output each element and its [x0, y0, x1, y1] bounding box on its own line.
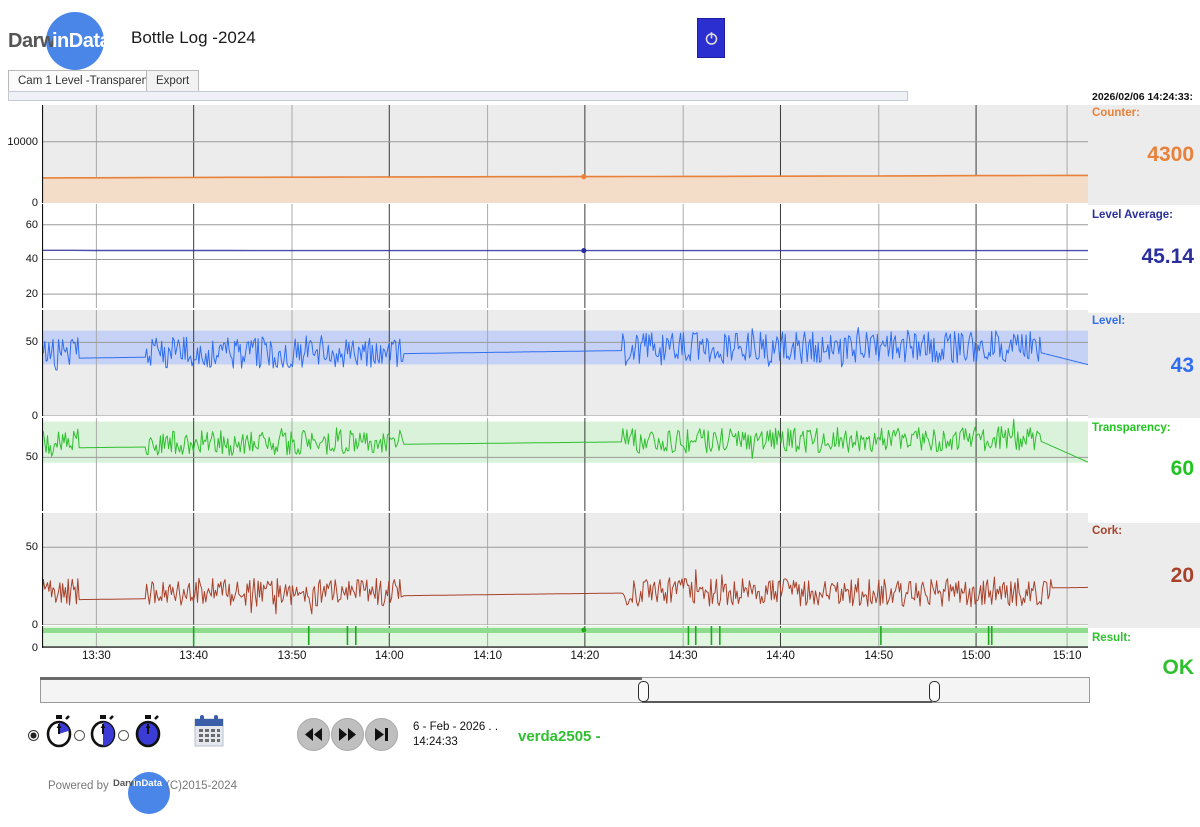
- app-header: Darw inData Bottle Log -2024: [0, 0, 1200, 68]
- radio-stopwatch-short[interactable]: [28, 730, 39, 741]
- slider-handle-end[interactable]: [929, 681, 940, 702]
- playback-toolbar: 6 - Feb - 2026 . . 14:24:33 verda2505 -: [0, 706, 1200, 766]
- stopwatch-medium-icon[interactable]: [88, 714, 118, 748]
- power-icon: [704, 30, 719, 46]
- y-tick-label: 40: [26, 253, 38, 265]
- time-range-slider[interactable]: [40, 677, 1090, 703]
- tab-bar: Cam 1 Level -Transparency Export: [8, 70, 908, 92]
- x-axis-labels: 13:30 13:40 13:50 14:00 14:10 14:20 14:30 14:40…: [42, 650, 1088, 670]
- rewind-button[interactable]: [297, 718, 330, 751]
- x-tick-label: 14:50: [864, 650, 893, 662]
- chart-panel-counter: 010000: [8, 105, 1088, 203]
- x-tick-label: 14:40: [766, 650, 795, 662]
- plot-area-level[interactable]: [42, 310, 1088, 416]
- copyright-label: (C)2015-2024: [166, 780, 237, 792]
- x-tick-label: 15:00: [962, 650, 991, 662]
- x-tick-label: 13:50: [278, 650, 307, 662]
- plot-area-cork[interactable]: [42, 513, 1088, 625]
- logo-text-left: Darw: [8, 30, 55, 53]
- plot-area-result[interactable]: [42, 626, 1088, 648]
- readout-timestamp: 2026/02/06 14:24:33:: [1092, 91, 1193, 103]
- y-tick-label: 50: [26, 336, 38, 348]
- readout-value: 4300: [1147, 143, 1194, 167]
- x-tick-label: 14:00: [375, 650, 404, 662]
- x-tick-label: 14:10: [473, 650, 502, 662]
- skip-to-end-button[interactable]: [365, 718, 398, 751]
- plot-area-level-average[interactable]: [42, 204, 1088, 308]
- y-tick-label: 0: [32, 642, 38, 654]
- readout-cork: Cork: 20: [1088, 523, 1200, 628]
- readout-value: OK: [1163, 656, 1195, 680]
- datetime-time: 14:24:33: [413, 735, 498, 750]
- fast-forward-button[interactable]: [331, 718, 364, 751]
- y-tick-label: 20: [26, 288, 38, 300]
- plot-area-counter[interactable]: [42, 105, 1088, 203]
- chart-panel-cork: 050: [8, 513, 1088, 625]
- readout-value: 43: [1171, 354, 1194, 378]
- y-tick-label: 60: [26, 219, 38, 231]
- readout-column: 2026/02/06 14:24:33: Counter:4300Level A…: [1088, 105, 1200, 665]
- plot-area-transparency[interactable]: [42, 418, 1088, 511]
- tab-export[interactable]: Export: [146, 70, 199, 91]
- page-title: Bottle Log -2024: [131, 28, 256, 48]
- y-tick-label: 50: [26, 541, 38, 553]
- datetime-date: 6 - Feb - 2026 . .: [413, 720, 498, 735]
- radio-stopwatch-long[interactable]: [118, 730, 129, 741]
- readout-value: 20: [1171, 564, 1194, 588]
- y-tick-label: 50: [26, 451, 38, 463]
- slider-selected-top: [40, 677, 642, 680]
- skip-end-icon: [373, 727, 390, 742]
- station-label: verda2505 -: [518, 728, 601, 745]
- readout-label: Cork:: [1092, 525, 1122, 537]
- y-axis-result: 0: [8, 626, 42, 648]
- logo-text-right: inData: [52, 30, 110, 53]
- readout-label: Level:: [1092, 315, 1125, 327]
- chart-stack: 01000020406005050050013:3013:4013:5014:0…: [8, 105, 1088, 665]
- chart-panel-level-average: 20 40 60: [8, 204, 1088, 308]
- readout-result: Result: OK: [1088, 630, 1200, 690]
- slider-handle-start[interactable]: [638, 681, 649, 702]
- radio-stopwatch-medium[interactable]: [74, 730, 85, 741]
- x-tick-label: 14:20: [570, 650, 599, 662]
- readout-value: 60: [1171, 457, 1194, 481]
- footer-logo-text-right: inData: [133, 778, 162, 789]
- chart-panel-level: 050: [8, 310, 1088, 416]
- readout-label: Transparency:: [1092, 422, 1171, 434]
- y-axis-counter: 010000: [8, 105, 42, 203]
- readout-level-average: Level Average: 45.14: [1088, 207, 1200, 307]
- readout-value: 45.14: [1141, 245, 1194, 269]
- secondary-toolbar: [8, 91, 908, 101]
- current-datetime: 6 - Feb - 2026 . . 14:24:33: [413, 720, 498, 750]
- power-button[interactable]: [697, 18, 725, 58]
- powered-by-label: Powered by: [48, 780, 109, 792]
- stopwatch-short-icon[interactable]: [44, 714, 74, 748]
- logo: Darw inData: [8, 12, 128, 58]
- stopwatch-long-icon[interactable]: [133, 714, 163, 748]
- y-axis-transparency: 50: [8, 418, 42, 511]
- chart-panel-result: 0: [8, 626, 1088, 648]
- calendar-icon[interactable]: [193, 714, 225, 748]
- readout-label: Level Average:: [1092, 209, 1173, 221]
- chart-panel-transparency: 50: [8, 418, 1088, 511]
- x-tick-label: 13:40: [179, 650, 208, 662]
- fast-forward-icon: [338, 727, 357, 742]
- app-footer: Powered by Darw inData (C)2015-2024: [0, 770, 1200, 810]
- readout-counter: Counter: 4300: [1088, 105, 1200, 205]
- readout-label: Result:: [1092, 632, 1131, 644]
- x-tick-label: 13:30: [82, 650, 111, 662]
- y-axis-cork: 050: [8, 513, 42, 625]
- x-tick-label: 14:30: [669, 650, 698, 662]
- rewind-icon: [304, 727, 323, 742]
- readout-label: Counter:: [1092, 107, 1140, 119]
- y-tick-label: 10000: [7, 136, 38, 148]
- x-tick-label: 15:10: [1053, 650, 1082, 662]
- slider-selected-bottom: [642, 701, 933, 703]
- y-axis-level: 050: [8, 310, 42, 416]
- readout-level: Level: 43: [1088, 313, 1200, 418]
- readout-transparency: Transparency: 60: [1088, 420, 1200, 518]
- y-axis-level-average: 20 40 60: [8, 204, 42, 308]
